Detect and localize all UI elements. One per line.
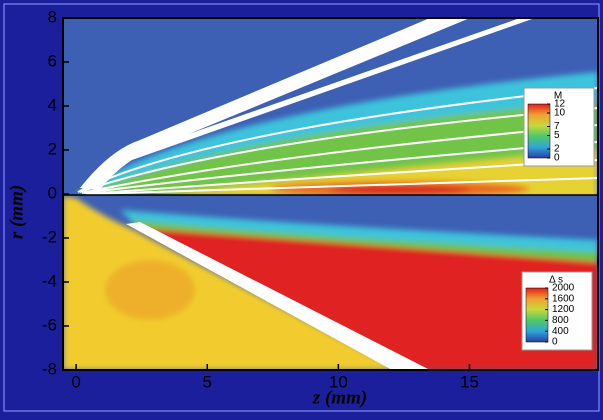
colorbar [527,103,551,159]
colorbar-tick-label: 1600 [552,293,575,304]
mach-field [76,18,598,195]
y-tick-label: 0 [48,183,57,202]
colorbar-tick-label: 0 [554,153,560,164]
x-tick-label: 5 [203,372,212,391]
y-tick-label: -8 [42,359,57,378]
y-tick-label: -2 [42,227,57,246]
y-tick-label: 8 [48,7,57,26]
colorbar-tick-label: 800 [552,315,569,326]
colorbar-tick-label: 12 [554,99,566,110]
colorbar-tick-label: 2000 [552,283,575,294]
y-tick-label: 6 [48,51,57,70]
x-tick-label: 15 [460,372,479,391]
colorbar-title: M [554,91,562,102]
colorbar-tick-label: 7 [554,121,560,132]
colorbar-tick-label: 400 [552,326,569,337]
colorbar-tick-label: 2 [554,144,560,155]
colorbar-tick-label: 5 [554,130,560,141]
colorbar-tick-label: 0 [552,337,558,348]
y-tick-label: -6 [42,315,57,334]
colorbar-title: Δ s [549,275,563,286]
colorbar [525,287,549,343]
colorbar-tick-label: 1200 [552,304,575,315]
x-tick-label: 10 [329,372,348,391]
x-tick-label: 0 [71,372,80,391]
y-tick-label: -4 [42,271,57,290]
colorbar-tick-label: 10 [554,108,566,119]
x-axis-label: z (mm) [312,387,367,408]
y-tick-label: 4 [48,95,57,114]
entropy-field [63,196,598,370]
y-axis-label: r (mm) [6,185,27,239]
y-tick-label: 2 [48,139,57,158]
